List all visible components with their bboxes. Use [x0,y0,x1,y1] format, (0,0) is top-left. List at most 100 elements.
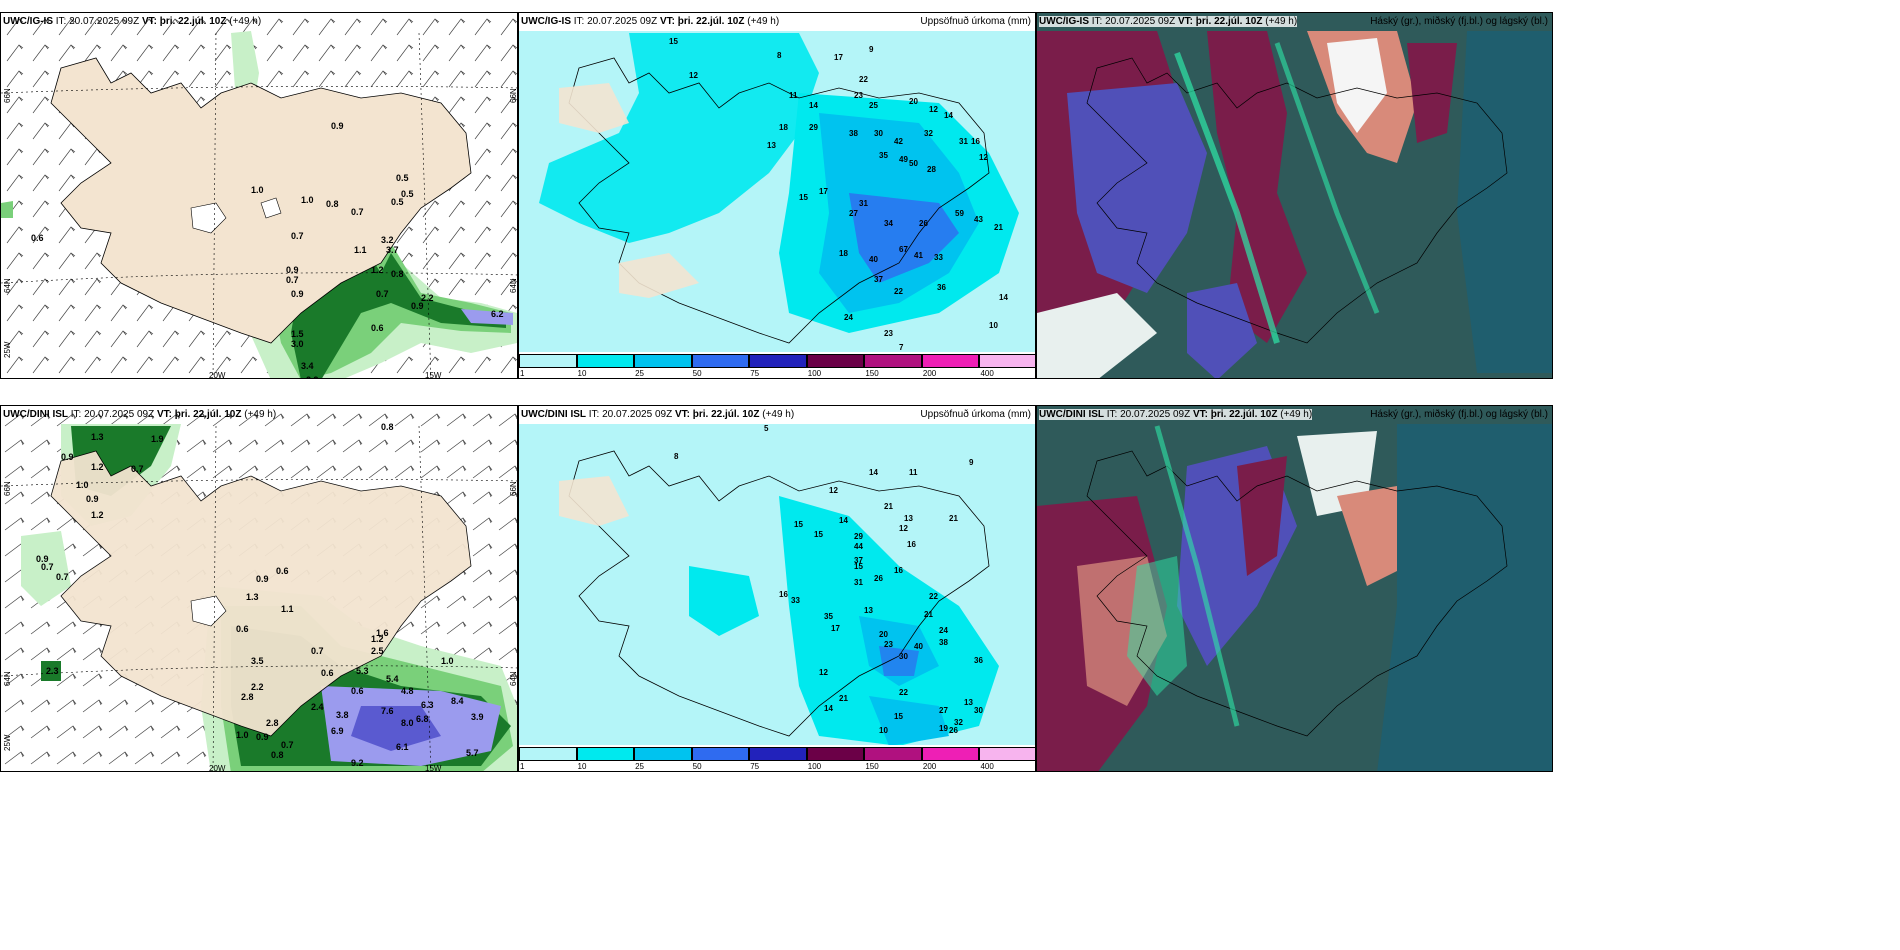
lon-label-20w: 20W [209,371,226,379]
map-canvas [1,13,517,378]
precip-value-label: 0.9 [61,452,74,462]
precip-value-label: 5.4 [386,674,399,684]
accum-precip-value-label: 23 [884,640,893,649]
precip-value-label: 0.7 [351,207,364,217]
accum-precip-value-label: 50 [909,159,918,168]
precip-value-label: 0.9 [286,265,299,275]
precip-value-label: 0.9 [86,494,99,504]
accum-precip-value-label: 33 [934,253,943,262]
precip-value-label: 1.3 [246,592,259,602]
precip-value-label: 1.2 [371,265,384,275]
accum-precip-value-label: 5 [764,424,769,433]
precip-value-label: 0.9 [331,121,344,131]
precip-value-label: 0.9 [291,289,304,299]
precip-value-label: 1.2 [371,634,384,644]
accum-precip-value-label: 43 [974,215,983,224]
accum-precip-value-label: 24 [844,313,853,322]
precip-value-label: 6.9 [331,726,344,736]
accum-precip-value-label: 7 [899,343,904,352]
precip-value-label: 5.3 [356,666,369,676]
colorbar-tick-label: 150 [865,369,879,378]
precip-value-label: 0.9 [256,732,269,742]
precip-value-label: 2.8 [266,718,279,728]
map-canvas [519,31,1035,354]
panel-top-right-clouds: UWC/IG-IS IT: 20.07.2025 09Z VT: þri. 22… [1036,12,1553,379]
accum-precip-value-label: 67 [899,245,908,254]
accum-precip-value-label: 16 [971,137,980,146]
accum-precip-value-label: 26 [949,726,958,735]
precip-value-label: 1.1 [354,245,367,255]
precip-value-label: 2.8 [241,692,254,702]
precip-value-label: 0.5 [401,189,414,199]
panel-title-right: Háský (gr.), miðský (fj.bl.) og lágský (… [1370,409,1548,420]
panel-bottom-right-clouds: UWC/DINI ISL IT: 20.07.2025 09Z VT: þri.… [1036,405,1553,772]
colorbar-swatch [576,747,635,761]
panel-top-left-wind-precip: UWC/IG-IS IT: 20.07.2025 09Z VT: þri. 22… [0,12,518,379]
precip-value-label: 0.7 [291,231,304,241]
lat-label-66n: 66N [3,88,12,103]
panel-top-mid-accum-precip: UWC/IG-IS IT: 20.07.2025 09Z VT: þri. 22… [518,12,1036,379]
precip-value-label: 1.0 [441,656,454,666]
accum-precip-value-label: 40 [869,255,878,264]
accum-precip-value-label: 38 [849,129,858,138]
accum-precip-value-label: 29 [809,123,818,132]
colorbar-swatch [691,354,750,368]
colorbar-swatch [921,354,980,368]
accum-precip-value-label: 13 [964,698,973,707]
precip-value-label: 2.5 [371,646,384,656]
colorbar-swatch [864,747,922,761]
colorbar-swatch [806,354,865,368]
colorbar-tick-label: 1 [520,762,525,771]
accum-precip-value-label: 27 [939,706,948,715]
precip-value-label: 0.6 [31,233,44,243]
accum-precip-value-label: 19 [939,724,948,733]
precip-value-label: 1.6 [376,628,389,638]
accum-precip-value-label: 22 [929,592,938,601]
accum-precip-value-label: 8 [674,452,679,461]
accum-precip-value-label: 17 [831,624,840,633]
precip-value-label: 3.5 [251,656,264,666]
precip-value-label: 1.0 [76,480,89,490]
accum-precip-value-label: 15 [814,530,823,539]
accum-precip-value-label: 49 [899,155,908,164]
precip-value-label: 0.7 [131,464,144,474]
precip-value-label: 5.7 [466,748,479,758]
precip-colorbar: 1 10 25 50 75 100 150 200 400 [519,745,1035,771]
colorbar-swatch [691,747,750,761]
lon-label-20w: 20W [209,764,226,772]
colorbar-tick-label: 10 [577,762,587,771]
accum-precip-value-label: 37 [874,275,883,284]
accum-precip-value-label: 27 [849,209,858,218]
precip-value-label: 0.9 [411,301,424,311]
precip-value-label: 0.6 [236,624,249,634]
precip-value-label: 0.8 [271,750,284,760]
precip-value-label: 6.1 [396,742,409,752]
accum-precip-value-label: 23 [884,329,893,338]
precip-value-label: 0.7 [286,275,299,285]
colorbar-tick-label: 25 [635,762,645,771]
accum-precip-value-label: 12 [819,668,828,677]
accum-precip-value-label: 9 [969,458,974,467]
panel-title-right: Uppsöfnuð úrkoma (mm) [920,409,1031,420]
accum-precip-value-label: 42 [894,137,903,146]
accum-precip-value-label: 37 [854,556,863,565]
accum-precip-value-label: 14 [999,293,1008,302]
panel-header: UWC/DINI ISL IT: 20.07.2025 09Z VT: þri.… [3,409,277,420]
accum-precip-value-label: 17 [819,187,828,196]
precip-value-label: 0.6 [276,566,289,576]
lat-label-66n: 66N [3,481,12,496]
accum-precip-value-label: 17 [834,53,843,62]
precip-value-label: 0.9 [36,554,49,564]
panel-header: UWC/IG-IS IT: 20.07.2025 09Z VT: þri. 22… [1039,16,1298,27]
accum-precip-value-label: 18 [839,249,848,258]
precip-value-label: 2.2 [251,682,264,692]
panel-header: UWC/IG-IS IT: 20.07.2025 09Z VT: þri. 22… [3,16,262,27]
panel-header: UWC/DINI ISL IT: 20.07.2025 09Z VT: þri.… [521,409,795,420]
lat-label-25w: 25W [3,341,12,358]
precip-value-label: 0.8 [381,422,394,432]
cloud-map-canvas [1037,406,1552,771]
precip-value-label: 3.8 [336,710,349,720]
accum-precip-value-label: 12 [829,486,838,495]
precip-value-label: 6.2 [491,309,504,319]
panel-header: UWC/IG-IS IT: 20.07.2025 09Z VT: þri. 22… [521,16,780,27]
